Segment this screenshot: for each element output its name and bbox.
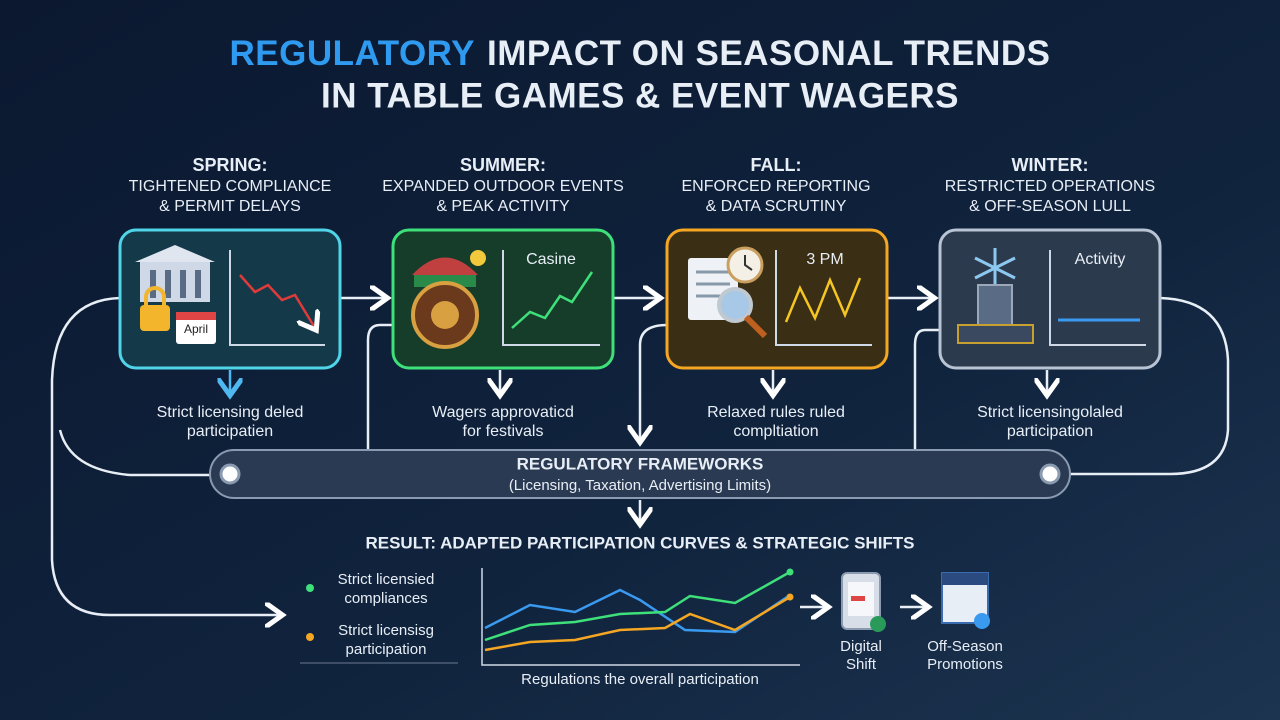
outcome-label: Digital bbox=[840, 638, 882, 655]
winter-panel: Activity bbox=[938, 228, 1162, 370]
stage-note: participation bbox=[1007, 423, 1093, 440]
stage-subtitle: EXPANDED OUTDOOR EVENTS bbox=[382, 178, 624, 195]
outcome-label: Shift bbox=[846, 656, 877, 673]
legend-entry: participation bbox=[346, 641, 427, 658]
stage-subtitle: & PERMIT DELAYS bbox=[159, 198, 301, 215]
stage-subtitle: ENFORCED REPORTING bbox=[681, 178, 870, 195]
panel-label: Casine bbox=[526, 251, 576, 268]
stage-note: Strict licensing deled bbox=[157, 404, 304, 421]
stage-subtitle: TIGHTENED COMPLIANCE bbox=[129, 178, 332, 195]
stage-note: Wagers approvaticd bbox=[432, 404, 574, 421]
framework-subtitle: (Licensing, Taxation, Advertising Limits… bbox=[509, 477, 771, 494]
stage-subtitle: & OFF-SEASON LULL bbox=[969, 198, 1131, 215]
stage-heading: SPRING: bbox=[192, 155, 267, 175]
title-rest: IMPACT ON SEASONAL TRENDS bbox=[487, 34, 1050, 73]
legend-entry: compliances bbox=[344, 590, 427, 607]
connectors bbox=[50, 298, 1230, 615]
stage-heading: SUMMER: bbox=[460, 155, 546, 175]
panel-label: 3 PM bbox=[806, 251, 843, 268]
stage-notes: Strict licensing deled participatien Wag… bbox=[157, 404, 1123, 440]
stage-note: Relaxed rules ruled bbox=[707, 404, 845, 421]
spring-panel: April bbox=[118, 228, 342, 370]
stage-note: Strict licensingolaled bbox=[977, 404, 1123, 421]
stage-note: for festivals bbox=[463, 423, 544, 440]
legend-entry: Strict licensied bbox=[338, 571, 435, 588]
stage-headings: SPRING: TIGHTENED COMPLIANCE & PERMIT DE… bbox=[129, 155, 1156, 215]
title-highlight: REGULATORY bbox=[230, 34, 475, 73]
chart-caption: Regulations the overall participation bbox=[521, 671, 759, 688]
summer-panel: Casine bbox=[391, 228, 615, 370]
result-title: RESULT: ADAPTED PARTICIPATION CURVES & S… bbox=[365, 533, 914, 552]
panel-label: April bbox=[184, 322, 208, 336]
outcomes: Digital Shift Off-Season Promotions bbox=[840, 572, 1003, 673]
fall-panel: 3 PM bbox=[665, 228, 889, 370]
title-line-1: REGULATORY IMPACT ON SEASONAL TRENDS bbox=[230, 34, 1051, 73]
stage-note: compltiation bbox=[733, 423, 818, 440]
framework-title: REGULATORY FRAMEWORKS bbox=[517, 454, 764, 473]
result-chart: Strict licensied compliances Strict lice… bbox=[300, 568, 800, 688]
stage-subtitle: & PEAK ACTIVITY bbox=[436, 198, 570, 215]
stage-subtitle: RESTRICTED OPERATIONS bbox=[945, 178, 1155, 195]
outcome-label: Off-Season bbox=[927, 638, 1003, 655]
framework-bar: REGULATORY FRAMEWORKS (Licensing, Taxati… bbox=[209, 449, 1071, 499]
title-line-2: IN TABLE GAMES & EVENT WAGERS bbox=[321, 76, 959, 115]
outcome-label: Promotions bbox=[927, 656, 1003, 673]
stage-note: participatien bbox=[187, 423, 273, 440]
stage-heading: WINTER: bbox=[1012, 155, 1089, 175]
stage-heading: FALL: bbox=[751, 155, 802, 175]
stage-subtitle: & DATA SCRUTINY bbox=[706, 198, 847, 215]
panel-label: Activity bbox=[1075, 251, 1126, 268]
legend-entry: Strict licensisg bbox=[338, 622, 434, 639]
